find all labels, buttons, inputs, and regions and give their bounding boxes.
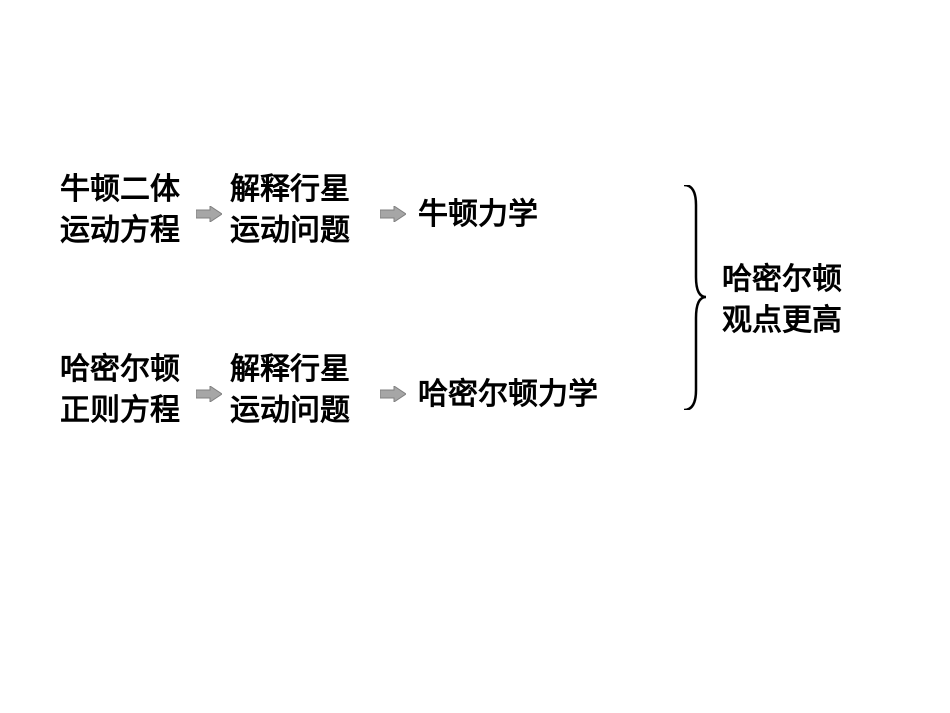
brace-icon	[680, 185, 706, 410]
node-explain-planets-2: 解释行星 运动问题	[230, 350, 350, 431]
text-line: 牛顿二体	[60, 173, 180, 206]
text-line: 正则方程	[60, 394, 180, 427]
node-explain-planets-1: 解释行星 运动问题	[230, 170, 350, 251]
arrow-icon	[380, 386, 406, 402]
text-line: 观点更高	[722, 304, 842, 337]
text-line: 牛顿力学	[418, 198, 538, 231]
node-hamilton-canonical: 哈密尔顿 正则方程	[60, 350, 180, 431]
text-line: 运动方程	[60, 214, 180, 247]
text-line: 解释行星	[230, 173, 350, 206]
node-hamilton-mechanics: 哈密尔顿力学	[418, 375, 598, 416]
arrow-icon	[380, 206, 406, 222]
text-line: 运动问题	[230, 394, 350, 427]
arrow-icon	[196, 386, 222, 402]
text-line: 运动问题	[230, 214, 350, 247]
text-line: 解释行星	[230, 353, 350, 386]
text-line: 哈密尔顿	[722, 263, 842, 296]
diagram-canvas: 牛顿二体 运动方程 解释行星 运动问题 牛顿力学 哈密尔顿 正则方程 解释行星 …	[0, 0, 950, 713]
text-line: 哈密尔顿力学	[418, 378, 598, 411]
node-newton-mechanics: 牛顿力学	[418, 195, 538, 236]
text-line: 哈密尔顿	[60, 353, 180, 386]
node-newton-two-body: 牛顿二体 运动方程	[60, 170, 180, 251]
arrow-icon	[196, 206, 222, 222]
node-hamilton-higher: 哈密尔顿 观点更高	[722, 260, 842, 341]
